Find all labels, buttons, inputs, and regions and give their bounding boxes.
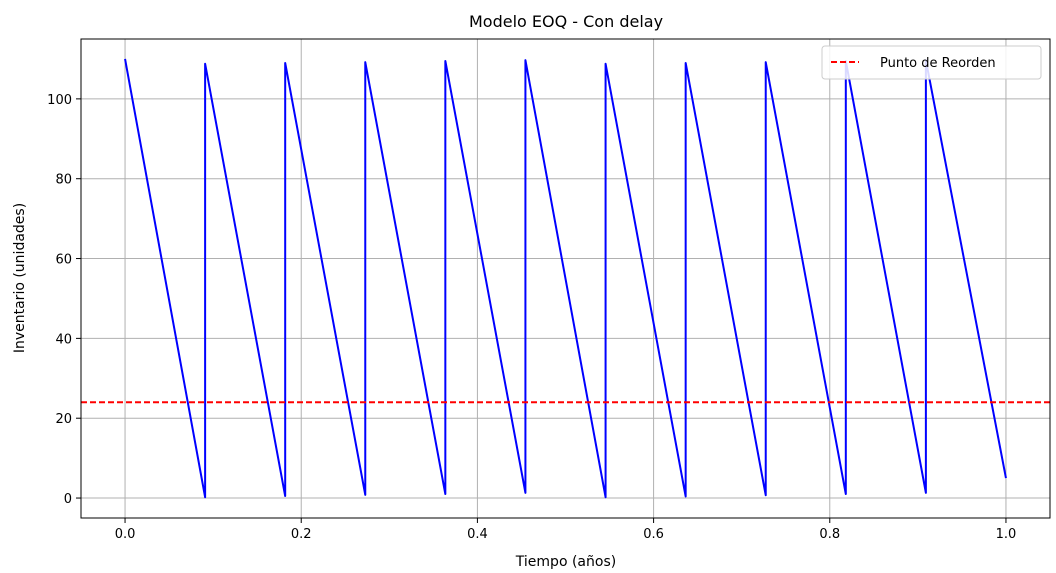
ticks: 0.0 0.2 0.4 0.6 0.8 1.0 0 20 40 60 80 100 bbox=[47, 93, 1016, 542]
legend-label-reorder: Punto de Reorden bbox=[880, 56, 996, 71]
x-tick-label: 0.0 bbox=[115, 527, 136, 542]
plot-frame bbox=[80, 38, 1051, 519]
y-tick-label: 60 bbox=[55, 253, 72, 268]
x-tick-label: 1.0 bbox=[996, 527, 1017, 542]
y-tick-label: 0 bbox=[64, 492, 72, 507]
chart-title: Modelo EOQ - Con delay bbox=[469, 12, 663, 31]
series-layer bbox=[81, 58, 1050, 499]
y-tick-label: 100 bbox=[47, 93, 72, 108]
x-tick-label: 0.2 bbox=[291, 527, 312, 542]
legend-box bbox=[821, 45, 1042, 80]
y-tick-label: 40 bbox=[55, 332, 72, 347]
y-tick-label: 80 bbox=[55, 173, 72, 188]
inventory-line bbox=[124, 58, 1007, 499]
x-tick-label: 0.6 bbox=[643, 527, 664, 542]
y-tick-label: 20 bbox=[55, 412, 72, 427]
grid bbox=[81, 39, 1050, 518]
y-axis-title: Inventario (unidades) bbox=[12, 203, 28, 353]
x-tick-label: 0.8 bbox=[819, 527, 840, 542]
x-tick-label: 0.4 bbox=[467, 527, 488, 542]
legend: Punto de Reorden bbox=[821, 45, 1042, 80]
x-axis-title: Tiempo (años) bbox=[515, 554, 616, 570]
